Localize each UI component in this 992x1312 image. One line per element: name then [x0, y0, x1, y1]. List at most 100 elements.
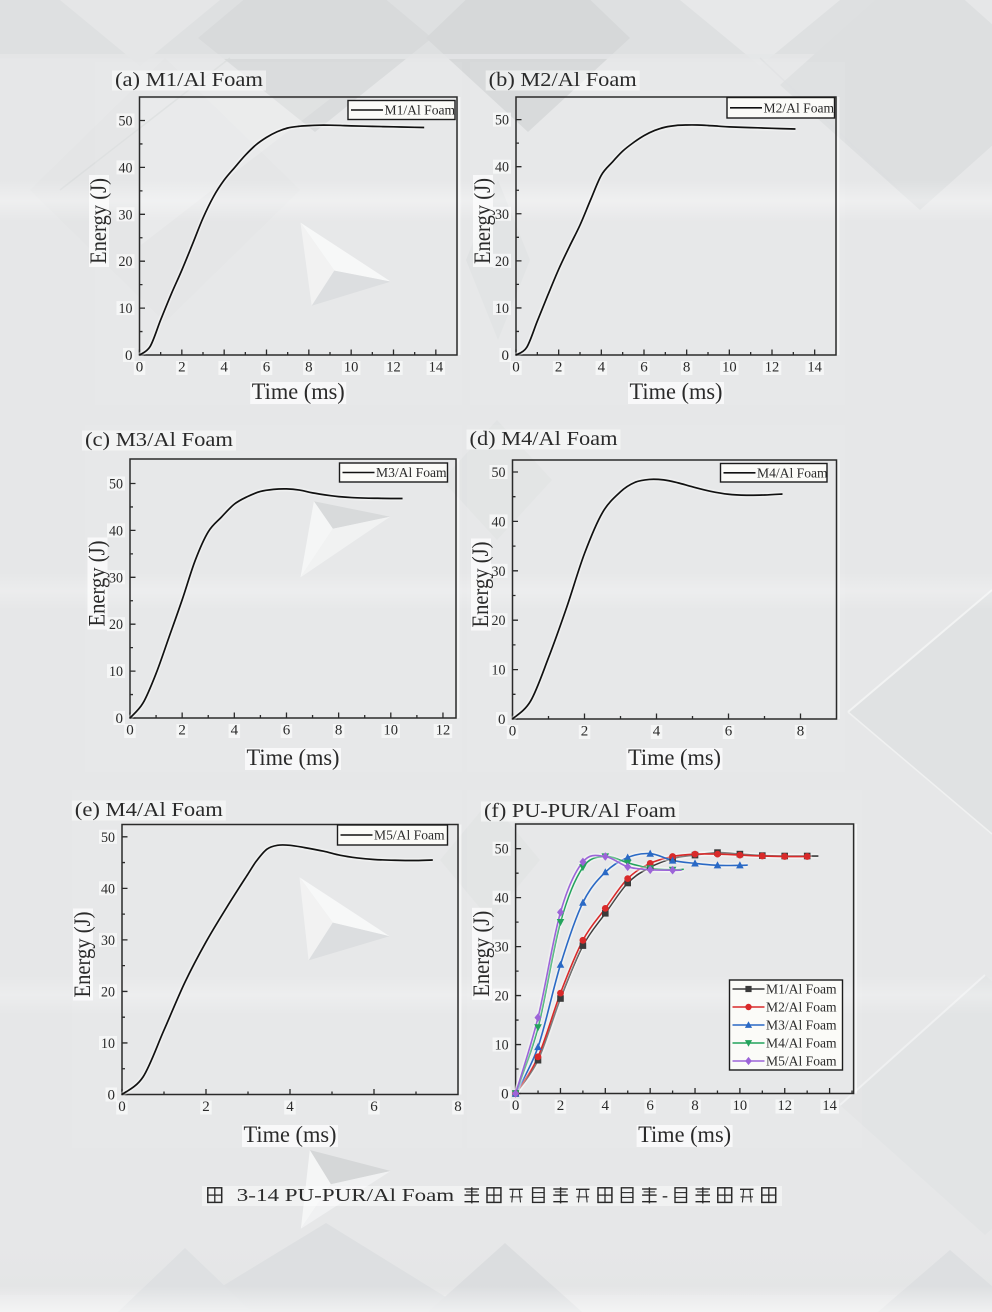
svg-text:12: 12 [436, 723, 451, 739]
svg-text:10: 10 [384, 723, 399, 739]
svg-text:4: 4 [653, 724, 661, 740]
svg-text:30: 30 [119, 207, 133, 223]
svg-text:M4/Al Foam: M4/Al Foam [757, 465, 828, 480]
svg-text:50: 50 [109, 477, 123, 493]
svg-text:4: 4 [598, 360, 606, 376]
svg-text:14: 14 [429, 360, 444, 376]
svg-text:0: 0 [509, 724, 517, 740]
svg-text:6: 6 [725, 724, 733, 740]
svg-text:40: 40 [119, 160, 133, 176]
svg-text:10: 10 [722, 360, 737, 376]
svg-text:M1/Al Foam: M1/Al Foam [766, 982, 837, 997]
svg-text:4: 4 [231, 723, 239, 739]
svg-text:M3/Al Foam: M3/Al Foam [376, 465, 447, 480]
svg-text:-: - [662, 1185, 668, 1205]
svg-text:Time (ms): Time (ms) [628, 745, 721, 771]
svg-text:(c) M3/Al Foam: (c) M3/Al Foam [85, 429, 234, 451]
svg-text:50: 50 [492, 465, 506, 481]
svg-text:0: 0 [498, 712, 506, 728]
svg-text:0: 0 [136, 360, 144, 376]
svg-text:50: 50 [495, 842, 509, 858]
svg-text:10: 10 [119, 301, 133, 317]
svg-text:8: 8 [305, 360, 313, 376]
svg-text:M3/Al Foam: M3/Al Foam [766, 1018, 837, 1033]
svg-text:M2/Al Foam: M2/Al Foam [766, 1000, 837, 1015]
svg-text:50: 50 [119, 114, 133, 130]
svg-text:2: 2 [581, 724, 589, 740]
svg-text:20: 20 [492, 613, 506, 629]
svg-text:12: 12 [386, 360, 401, 376]
svg-text:30: 30 [492, 564, 506, 580]
svg-text:M4/Al Foam: M4/Al Foam [766, 1036, 837, 1051]
svg-text:50: 50 [495, 113, 509, 129]
svg-text:Time (ms): Time (ms) [244, 1122, 337, 1148]
svg-text:0: 0 [126, 723, 134, 739]
svg-text:20: 20 [495, 254, 509, 270]
svg-text:Energy (J): Energy (J) [470, 178, 495, 264]
svg-text:Time (ms): Time (ms) [638, 1122, 731, 1148]
svg-text:20: 20 [109, 617, 123, 633]
svg-text:(d) M4/Al Foam: (d) M4/Al Foam [470, 428, 618, 450]
svg-text:6: 6 [263, 360, 271, 376]
svg-text:40: 40 [492, 514, 506, 530]
svg-text:10: 10 [492, 663, 506, 679]
svg-text:3-14 PU-PUR/Al Foam: 3-14 PU-PUR/Al Foam [237, 1185, 454, 1205]
svg-text:2: 2 [178, 723, 186, 739]
svg-text:10: 10 [344, 360, 359, 376]
svg-text:6: 6 [283, 723, 291, 739]
svg-text:20: 20 [495, 989, 509, 1005]
svg-text:6: 6 [646, 1098, 654, 1114]
svg-text:0: 0 [108, 1088, 116, 1104]
svg-text:(f) PU-PUR/Al Foam: (f) PU-PUR/Al Foam [484, 800, 676, 822]
svg-text:(a) M1/Al Foam: (a) M1/Al Foam [115, 69, 264, 91]
svg-text:0: 0 [118, 1099, 126, 1115]
svg-text:Energy (J): Energy (J) [85, 541, 110, 627]
svg-text:12: 12 [765, 360, 780, 376]
svg-text:M5/Al Foam: M5/Al Foam [374, 828, 445, 843]
svg-text:14: 14 [822, 1098, 837, 1114]
svg-text:Energy (J): Energy (J) [469, 911, 494, 997]
svg-text:M5/Al Foam: M5/Al Foam [766, 1054, 837, 1069]
svg-text:40: 40 [495, 891, 509, 907]
svg-text:8: 8 [454, 1099, 462, 1115]
svg-text:4: 4 [602, 1098, 610, 1114]
svg-text:0: 0 [512, 1098, 520, 1114]
svg-text:10: 10 [495, 1038, 509, 1054]
svg-text:Time (ms): Time (ms) [630, 379, 723, 405]
svg-text:10: 10 [495, 301, 509, 317]
svg-text:30: 30 [101, 933, 115, 949]
svg-text:40: 40 [495, 160, 509, 176]
svg-text:M1/Al Foam: M1/Al Foam [385, 103, 456, 118]
svg-text:2: 2 [202, 1099, 210, 1115]
svg-text:Energy (J): Energy (J) [70, 912, 95, 998]
svg-text:(b) M2/Al Foam: (b) M2/Al Foam [489, 69, 637, 91]
svg-text:20: 20 [119, 254, 133, 270]
svg-text:8: 8 [335, 723, 343, 739]
svg-text:10: 10 [733, 1098, 748, 1114]
svg-text:4: 4 [220, 360, 228, 376]
svg-text:M2/Al Foam: M2/Al Foam [764, 100, 835, 115]
svg-text:4: 4 [286, 1099, 294, 1115]
svg-text:2: 2 [555, 360, 563, 376]
svg-text:Energy (J): Energy (J) [468, 542, 493, 628]
svg-text:0: 0 [501, 1087, 509, 1103]
svg-text:14: 14 [807, 360, 822, 376]
svg-text:10: 10 [109, 664, 123, 680]
svg-text:0: 0 [116, 711, 124, 727]
svg-text:10: 10 [101, 1036, 115, 1052]
svg-text:20: 20 [101, 984, 115, 1000]
svg-text:30: 30 [495, 207, 509, 223]
svg-text:8: 8 [683, 360, 691, 376]
svg-text:Time (ms): Time (ms) [252, 379, 345, 405]
svg-text:8: 8 [691, 1098, 699, 1114]
svg-text:0: 0 [502, 348, 510, 364]
svg-text:6: 6 [640, 360, 648, 376]
svg-text:2: 2 [178, 360, 186, 376]
svg-text:30: 30 [109, 570, 123, 586]
svg-text:0: 0 [512, 360, 520, 376]
svg-text:(e) M4/Al Foam: (e) M4/Al Foam [75, 799, 224, 821]
svg-text:40: 40 [101, 881, 115, 897]
svg-text:8: 8 [797, 724, 805, 740]
svg-text:40: 40 [109, 523, 123, 539]
svg-text:0: 0 [125, 348, 133, 364]
